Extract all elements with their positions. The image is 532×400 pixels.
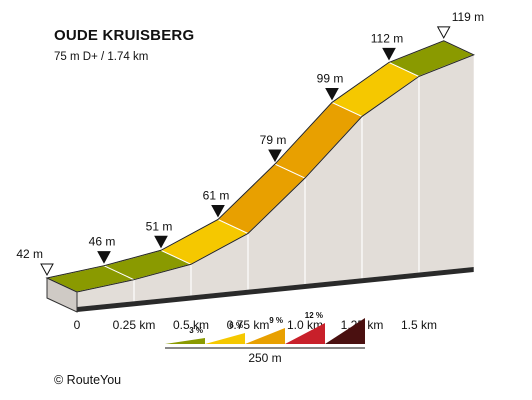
profile-side-wall [77, 54, 474, 308]
elevation-label: 61 m [203, 188, 230, 202]
profile-base-strip [77, 267, 474, 312]
distance-tick-label: 0.75 km [227, 318, 270, 332]
profile-outline [45, 40, 475, 293]
distance-tick-label: 0.5 km [173, 318, 209, 332]
filled-triangle-icon [211, 204, 225, 218]
legend-label: 6 % [229, 321, 243, 330]
elevation-label: 79 m [260, 133, 287, 147]
elevation-markers: 42 m 46 m 51 m 61 m 79 m 99 m 112 m 119 m [16, 10, 484, 277]
distance-tick-label: 1.5 km [401, 318, 437, 332]
elevation-label: 99 m [317, 71, 344, 85]
elevation-label: 46 m [89, 235, 116, 249]
legend-label: 9 % [269, 316, 283, 325]
filled-triangle-icon [325, 87, 339, 101]
filled-triangle-icon [268, 149, 282, 163]
open-triangle-icon [436, 26, 451, 39]
legend-swatch [205, 333, 245, 344]
distance-axis: 0 0.25 km 0.5 km 0.75 km 1.0 km 1.25 km 1.5 km [74, 318, 437, 332]
distance-tick-label: 0.25 km [113, 318, 156, 332]
gradient-legend: 3 % 6 % 9 % 12 % 250 m [165, 311, 365, 365]
legend-scale-label: 250 m [248, 351, 281, 365]
filled-triangle-icon [97, 251, 111, 264]
profile-side-walls [46, 54, 474, 313]
elevation-label: 112 m [371, 31, 403, 45]
distance-tick-label: 1.0 km [287, 318, 323, 332]
chart-title: OUDE KRUISBERG [54, 27, 195, 44]
legend-label: 12 % [305, 311, 323, 320]
legend-swatch [245, 328, 285, 344]
filled-triangle-icon [382, 47, 396, 61]
legend-swatch [165, 338, 205, 344]
elevation-label: 119 m [452, 10, 484, 24]
distance-tick-label: 0 [74, 318, 81, 332]
elevation-label: 42 m [16, 247, 43, 261]
legend-label: 3 % [189, 326, 203, 335]
profile-gradient-segments [45, 40, 475, 293]
legend-swatch [325, 318, 365, 344]
copyright-text: © RouteYou [54, 373, 122, 387]
elevation-label: 51 m [146, 219, 173, 233]
filled-triangle-icon [154, 235, 168, 249]
open-triangle-icon [40, 263, 54, 277]
chart-subtitle: 75 m D+ / 1.74 km [54, 51, 149, 63]
legend-swatch [285, 323, 325, 344]
